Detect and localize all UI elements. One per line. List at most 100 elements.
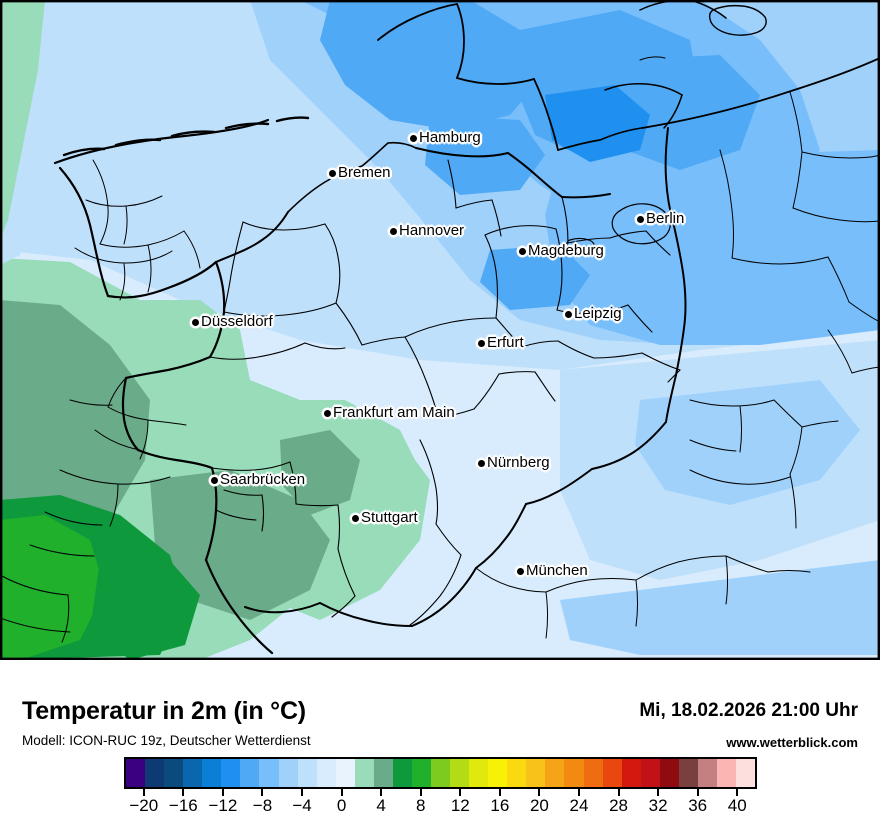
city-dot-icon [390, 227, 397, 235]
colorbar-tick [221, 789, 224, 796]
city-marker-saarbruecken[interactable]: Saarbrücken [211, 471, 305, 489]
city-dot-icon [519, 247, 526, 255]
city-marker-muenchen[interactable]: München [517, 562, 588, 580]
colorbar-tick [617, 789, 620, 796]
city-marker-magdeburg[interactable]: Magdeburg [519, 242, 604, 260]
footer-panel: Temperatur in 2m (in °C) Modell: ICON-RU… [0, 660, 880, 830]
city-marker-stuttgart[interactable]: Stuttgart [352, 509, 418, 527]
colorbar-swatch [278, 759, 298, 787]
colorbar-swatch [621, 759, 641, 787]
page-title: Temperatur in 2m (in °C) [22, 697, 306, 725]
colorbar-swatch [564, 759, 584, 787]
temp-band-coldest-e [545, 85, 650, 162]
colorbar-swatch [697, 759, 717, 787]
colorbar-swatch [507, 759, 527, 787]
valid-datetime: Mi, 18.02.2026 21:00 Uhr [639, 700, 858, 721]
temp-band-10C-c [280, 430, 360, 515]
city-marker-bremen[interactable]: Bremen [329, 164, 391, 182]
temp-band-se-3 [560, 560, 880, 655]
temp-band-12C-b [90, 555, 200, 660]
colorbar-tick [261, 789, 264, 796]
colorbar-swatch [659, 759, 679, 787]
city-marker-hamburg[interactable]: Hamburg [410, 129, 481, 147]
city-label: Düsseldorf [201, 313, 273, 330]
colorbar-swatch [431, 759, 451, 787]
colorbar-tick [696, 789, 699, 796]
temperature-map[interactable]: Hamburg Bremen Hannover Berlin Magdeburg… [0, 0, 880, 660]
city-label: Erfurt [487, 334, 524, 351]
colorbar-swatch [297, 759, 317, 787]
colorbar-swatch [221, 759, 241, 787]
colorbar-tick [736, 789, 739, 796]
map-canvas [0, 0, 880, 660]
colorbar-swatch [450, 759, 470, 787]
city-label: Hannover [399, 222, 465, 239]
colorbar-ticks [124, 789, 757, 796]
map-borders [0, 0, 880, 660]
city-dot-icon [517, 567, 524, 575]
city-dot-icon [478, 459, 485, 467]
city-label: Berlin [646, 210, 685, 227]
temp-band-coldest-f [480, 245, 590, 310]
colorbar-swatch [678, 759, 698, 787]
colorbar-tick [301, 789, 304, 796]
colorbar-swatch [202, 759, 222, 787]
colorbar-swatch [411, 759, 431, 787]
colorbar-tick [538, 789, 541, 796]
colorbar-swatch [640, 759, 660, 787]
city-marker-hannover[interactable]: Hannover [390, 222, 464, 240]
colorbar-tick-label: 8 [415, 796, 426, 815]
colorbar-tick-labels: −20 −16 −12 −8 −4 0 4 8 12 16 20 24 28 32 36 40 [124, 796, 757, 818]
colorbar-swatch [583, 759, 603, 787]
colorbar-tick [340, 789, 343, 796]
colorbar-tick-label: 12 [450, 796, 470, 815]
model-subtitle: Modell: ICON-RUC 19z, Deutscher Wetterdi… [22, 733, 311, 748]
website-label: www.wetterblick.com [726, 735, 858, 750]
city-dot-icon [329, 169, 336, 177]
city-dot-icon [192, 318, 199, 326]
colorbar-swatches [124, 757, 757, 789]
colorbar-swatch [469, 759, 489, 787]
temp-band-coldest-a [320, 0, 540, 130]
colorbar-tick [459, 789, 462, 796]
city-dot-icon [211, 476, 218, 484]
colorbar-swatch [240, 759, 260, 787]
city-dot-icon [565, 310, 572, 318]
colorbar-swatch [164, 759, 184, 787]
city-marker-leipzig[interactable]: Leipzig [565, 305, 622, 323]
city-label: München [526, 562, 588, 579]
colorbar-tick-label: 4 [376, 796, 386, 815]
colorbar-tick-label: −12 [208, 796, 238, 815]
colorbar-tick-label: 40 [727, 796, 747, 815]
colorbar-swatch [716, 759, 736, 787]
temp-band-0C-b [545, 150, 880, 345]
colorbar-swatch [545, 759, 565, 787]
colorbar-swatch [316, 759, 336, 787]
colorbar-swatch [126, 759, 146, 787]
colorbar-tick-label: 28 [609, 796, 628, 815]
colorbar-swatch [736, 759, 756, 787]
city-marker-berlin[interactable]: Berlin [637, 210, 684, 228]
city-marker-nuernberg[interactable]: Nürnberg [478, 454, 550, 472]
city-dot-icon [478, 339, 485, 347]
colorbar-tick-label: 36 [688, 796, 708, 815]
colorbar-tick [142, 789, 145, 796]
city-marker-duesseldorf[interactable]: Düsseldorf [192, 313, 273, 331]
temperature-colorbar[interactable]: −20 −16 −12 −8 −4 0 4 8 12 16 20 24 28 32 36 40 [124, 757, 757, 815]
city-dot-icon [352, 514, 359, 522]
city-dot-icon [324, 409, 331, 417]
colorbar-swatch [526, 759, 546, 787]
city-marker-frankfurt-am-main[interactable]: Frankfurt am Main [324, 404, 455, 422]
colorbar-swatch [259, 759, 279, 787]
colorbar-swatch [354, 759, 374, 787]
city-label: Magdeburg [528, 242, 604, 259]
colorbar-tick [498, 789, 501, 796]
colorbar-tick-label: −16 [168, 796, 198, 815]
colorbar-tick [577, 789, 580, 796]
city-label: Frankfurt am Main [333, 404, 455, 421]
colorbar-tick-label: 32 [648, 796, 668, 815]
city-dot-icon [637, 215, 644, 223]
city-label: Saarbrücken [220, 471, 306, 488]
city-marker-erfurt[interactable]: Erfurt [478, 334, 524, 352]
